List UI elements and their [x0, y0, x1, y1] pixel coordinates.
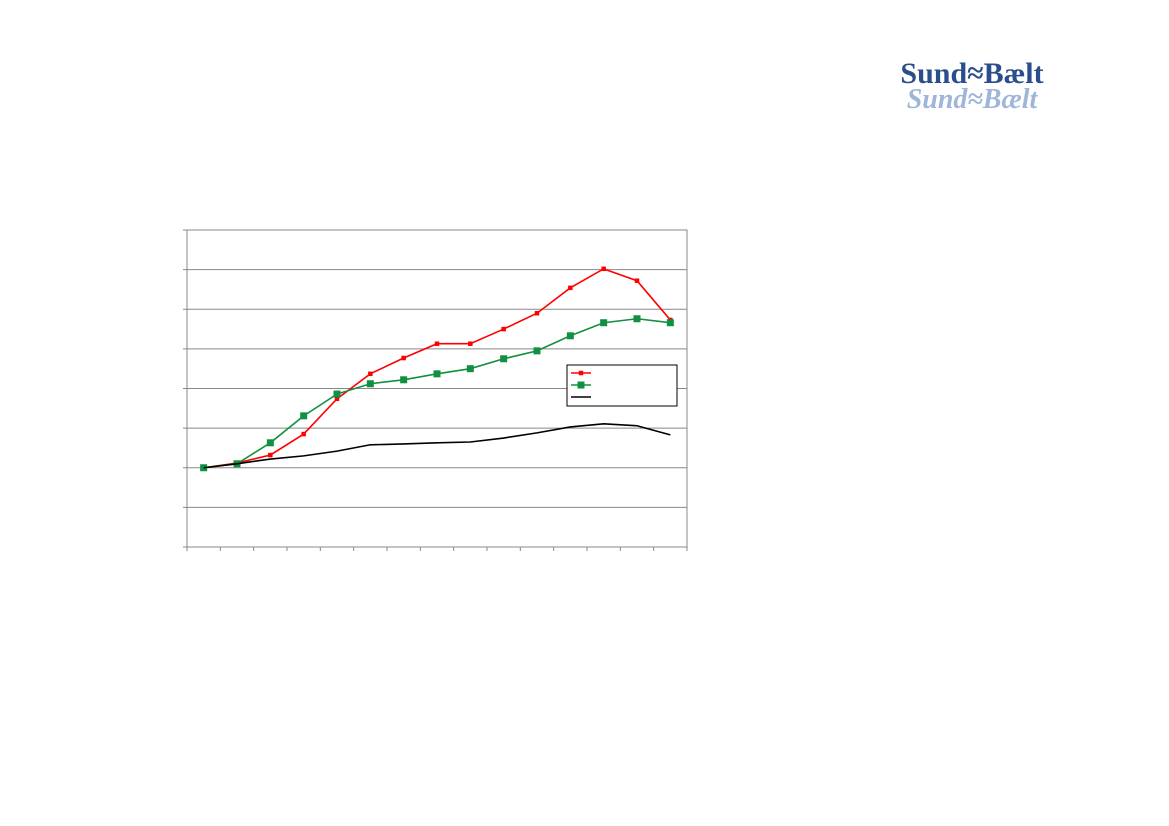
point [601, 266, 606, 272]
chart [183, 229, 688, 551]
point [634, 278, 640, 283]
point [301, 431, 306, 437]
point [368, 371, 373, 377]
point [666, 319, 674, 327]
plot-border [186, 229, 688, 548]
point [266, 439, 274, 447]
point [333, 390, 341, 398]
point [434, 341, 440, 346]
legend-marker [577, 381, 585, 389]
point [334, 396, 340, 402]
point [400, 376, 408, 384]
point [501, 326, 506, 332]
point [466, 365, 474, 373]
point [401, 355, 406, 361]
point [533, 347, 541, 355]
point [566, 332, 574, 340]
point [600, 319, 608, 327]
point [534, 310, 540, 316]
point [468, 341, 473, 346]
point [633, 315, 641, 323]
legend-marker [578, 370, 584, 376]
point [500, 355, 508, 363]
logo-secondary: Sund≈Bælt [907, 84, 1039, 115]
point [366, 380, 374, 388]
logo-primary: Sund≈Bælt [900, 57, 1043, 90]
point [568, 285, 573, 291]
point [433, 370, 441, 378]
point [268, 452, 273, 458]
point [300, 412, 308, 420]
series-line [203, 422, 671, 469]
